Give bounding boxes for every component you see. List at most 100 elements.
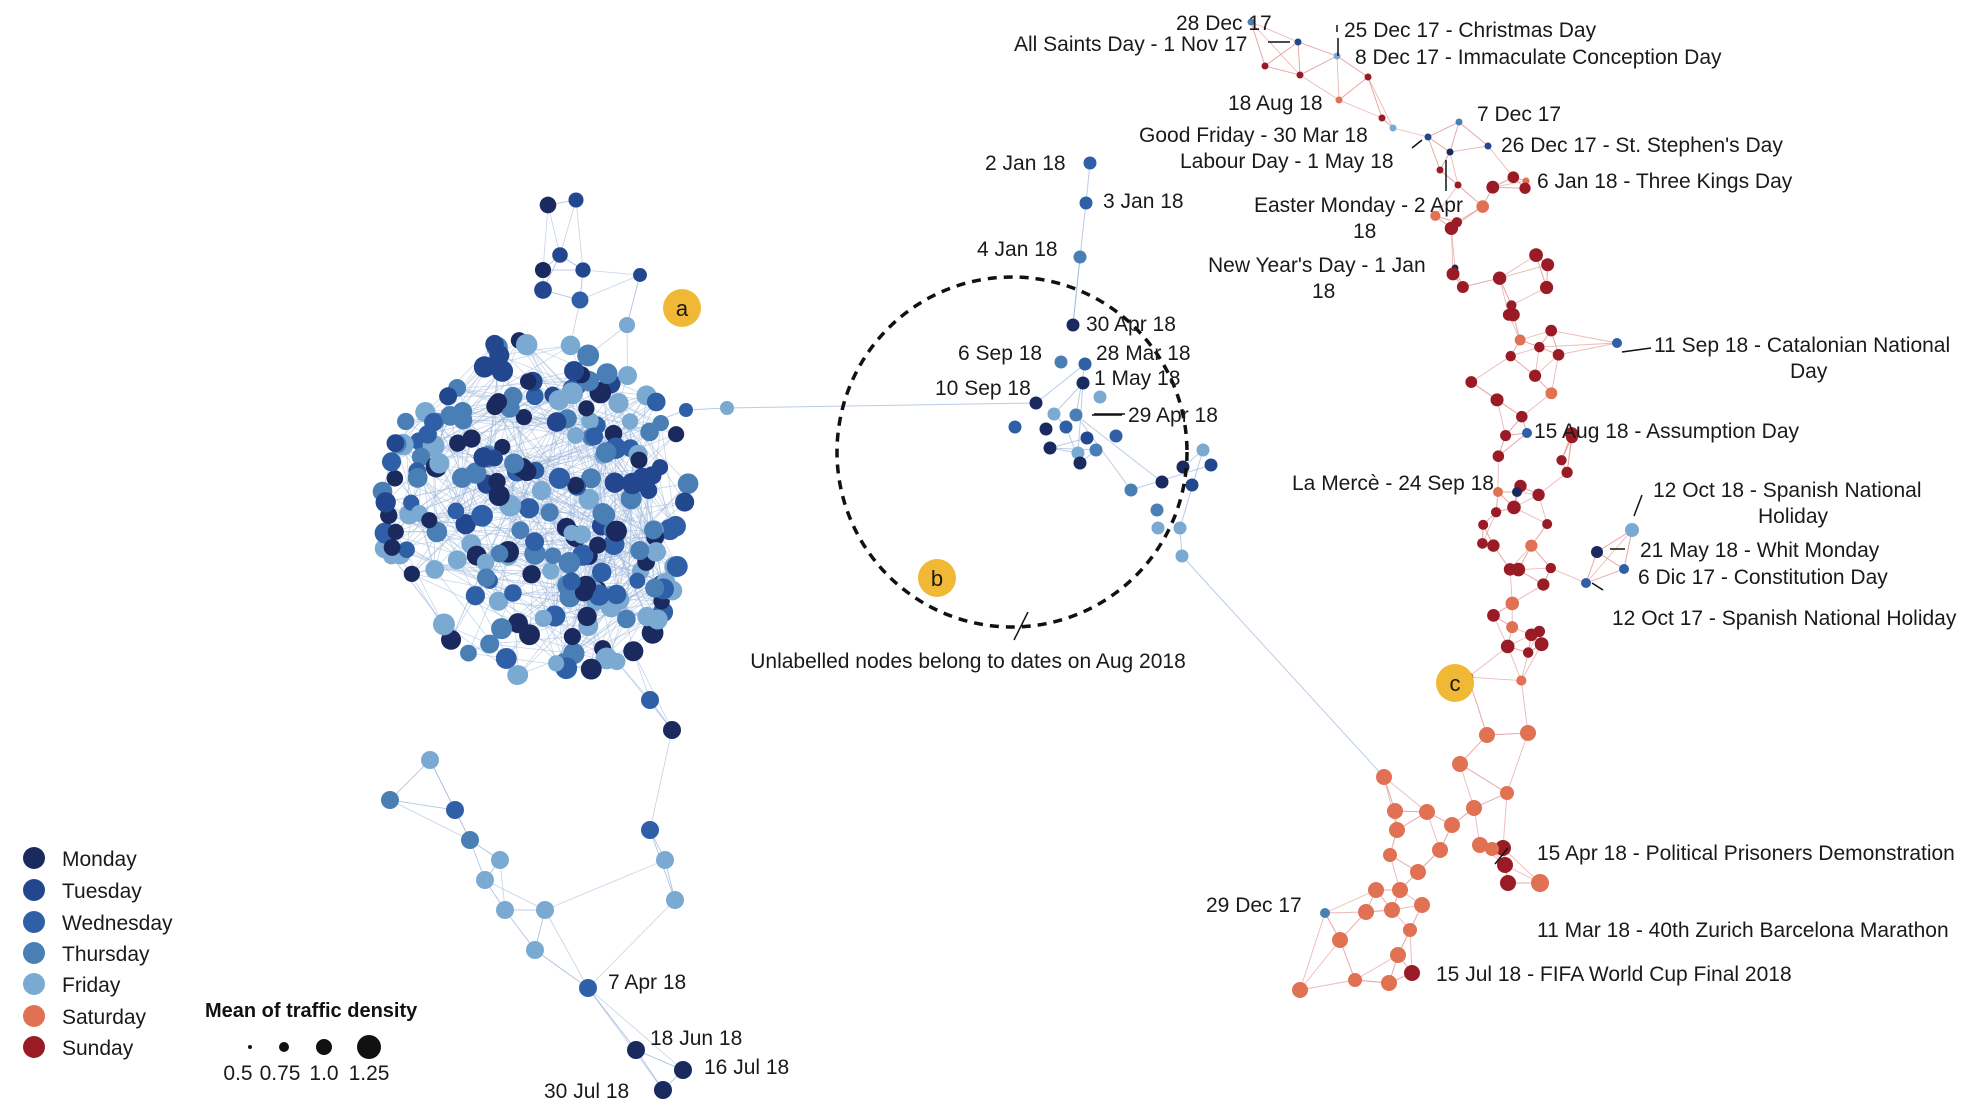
legend-label-sunday: Sunday — [62, 1037, 134, 1060]
legend-item-saturday: Saturday — [23, 1005, 147, 1029]
network-node-wednesday — [571, 291, 589, 309]
network-node-sunday — [1296, 71, 1304, 79]
network-node-wednesday — [592, 562, 612, 583]
network-node-monday — [654, 1081, 672, 1099]
network-node-friday — [531, 480, 552, 501]
network-node-monday — [534, 261, 552, 279]
network-node-saturday — [1500, 786, 1514, 800]
network-node-saturday — [1476, 200, 1490, 213]
size-legend-title: Mean of traffic density — [205, 1000, 418, 1022]
network-edge — [582, 269, 641, 276]
network-node-monday — [1029, 396, 1043, 410]
network-edge — [1520, 643, 1543, 681]
badge-b-label: b — [931, 566, 943, 591]
network-edge — [1487, 145, 1514, 178]
network-node-friday — [425, 560, 445, 579]
network-node-saturday — [1384, 902, 1400, 918]
network-node-sunday — [1497, 857, 1513, 873]
label-new-years-day-year: 18 — [1312, 280, 1335, 303]
network-edge — [618, 402, 677, 435]
network-edge — [489, 643, 574, 654]
network-node-wednesday — [1079, 196, 1093, 210]
network-edge — [1459, 763, 1508, 794]
label-easter-monday: Easter Monday - 2 Apr — [1254, 194, 1463, 217]
network-node-thursday — [677, 473, 699, 495]
network-edge — [389, 759, 431, 801]
node-layer — [372, 18, 1639, 1099]
label-la-merce: La Mercè - 24 Sep 18 — [1292, 472, 1494, 495]
network-node-saturday — [1472, 837, 1488, 853]
network-node-tuesday — [552, 247, 568, 263]
network-edge — [1250, 21, 1266, 67]
network-node-wednesday — [504, 584, 522, 602]
network-node-saturday — [1514, 334, 1526, 346]
network-node-sunday — [1490, 507, 1502, 518]
network-node-tuesday — [489, 345, 510, 366]
network-node-sunday — [1261, 62, 1269, 70]
network-edge — [1585, 568, 1625, 584]
network-edge — [427, 399, 559, 435]
network-node-friday — [560, 335, 581, 356]
network-node-friday — [432, 613, 455, 636]
network-node-monday — [1076, 376, 1090, 390]
network-node-monday — [522, 565, 541, 584]
network-edge — [1520, 680, 1529, 734]
network-node-sunday — [1541, 258, 1555, 272]
network-node-monday — [519, 373, 537, 390]
network-node-friday — [1175, 549, 1189, 563]
network-node-friday — [542, 562, 560, 580]
network-node-friday — [617, 366, 637, 386]
network-node-sunday — [1506, 300, 1517, 311]
label-spanish-national-17: 12 Oct 17 - Spanish National Holiday — [1612, 607, 1957, 630]
network-node-saturday — [1545, 387, 1558, 400]
network-node-saturday — [1419, 804, 1435, 820]
network-node-friday — [578, 488, 600, 510]
network-node-saturday — [1506, 621, 1519, 634]
network-edge — [462, 345, 571, 412]
network-node-friday — [1151, 521, 1165, 535]
network-node-sunday — [1404, 965, 1420, 981]
network-node-sunday — [1492, 450, 1505, 462]
network-edge — [1498, 432, 1528, 457]
network-node-saturday — [1520, 725, 1536, 741]
network-edge — [1392, 127, 1429, 138]
network-edge — [726, 402, 1037, 409]
network-node-tuesday — [386, 434, 405, 453]
network-edge — [1367, 76, 1394, 129]
network-edge — [394, 477, 483, 517]
legend-label-tuesday: Tuesday — [62, 880, 142, 903]
network-node-sunday — [1436, 166, 1444, 174]
network-edge — [1324, 889, 1377, 914]
network-node-sunday — [1500, 875, 1516, 891]
label-30-apr-18: 30 Apr 18 — [1086, 313, 1176, 336]
network-node-wednesday — [465, 586, 486, 606]
network-edge — [463, 419, 576, 436]
legend: Monday Tuesday Wednesday Thursday Friday… — [23, 847, 418, 1085]
network-edge — [526, 344, 592, 479]
network-edge — [649, 729, 673, 831]
network-node-wednesday — [1619, 564, 1629, 574]
leader-lines — [1094, 25, 1652, 865]
network-edge — [549, 512, 565, 662]
network-node-wednesday — [641, 821, 659, 839]
network-edge — [1035, 363, 1086, 404]
network-edge — [660, 422, 677, 527]
network-node-monday — [462, 429, 481, 448]
network-node-tuesday — [640, 481, 658, 500]
network-node-saturday — [1335, 96, 1343, 104]
network-node-thursday — [1247, 18, 1255, 26]
network-edge — [1499, 264, 1548, 279]
label-1-may-18: 1 May 18 — [1094, 367, 1180, 390]
network-edge — [505, 562, 570, 659]
network-node-thursday — [1069, 408, 1083, 422]
network-node-wednesday — [562, 572, 581, 591]
network-node-sunday — [1456, 281, 1469, 293]
network-node-wednesday — [579, 979, 597, 997]
network-node-tuesday — [564, 360, 585, 381]
network-node-thursday — [407, 467, 428, 488]
network-node-sunday — [1492, 271, 1507, 285]
network-node-friday — [548, 390, 569, 411]
network-edge — [1338, 99, 1383, 119]
network-edge — [547, 204, 561, 256]
network-node-wednesday — [398, 541, 415, 558]
